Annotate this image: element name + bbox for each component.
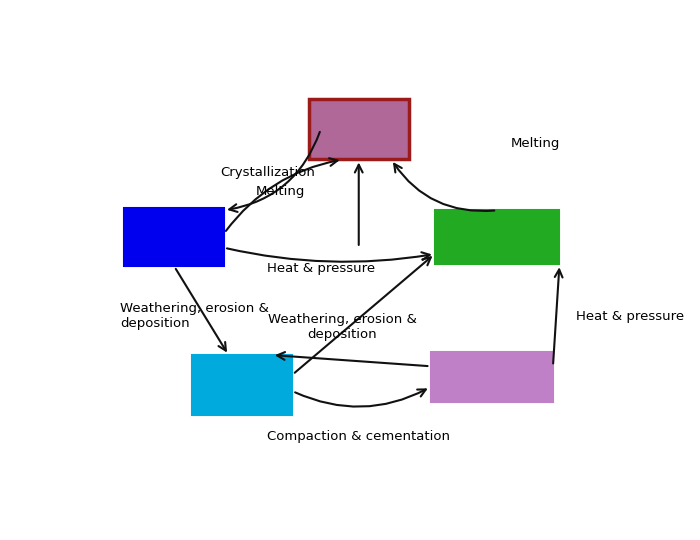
Text: Heat & pressure: Heat & pressure xyxy=(575,310,684,323)
Text: Melting: Melting xyxy=(256,185,304,198)
FancyBboxPatch shape xyxy=(192,355,293,415)
Text: Crystallization: Crystallization xyxy=(220,166,315,179)
Text: Weathering, erosion &
deposition: Weathering, erosion & deposition xyxy=(120,302,269,330)
FancyBboxPatch shape xyxy=(430,352,553,402)
FancyBboxPatch shape xyxy=(309,99,409,159)
FancyBboxPatch shape xyxy=(124,208,225,266)
Text: Melting: Melting xyxy=(511,137,560,150)
FancyBboxPatch shape xyxy=(435,210,559,265)
Text: Heat & pressure: Heat & pressure xyxy=(267,262,374,275)
Text: Compaction & cementation: Compaction & cementation xyxy=(267,430,450,443)
Text: Weathering, erosion &
deposition: Weathering, erosion & deposition xyxy=(268,313,417,341)
